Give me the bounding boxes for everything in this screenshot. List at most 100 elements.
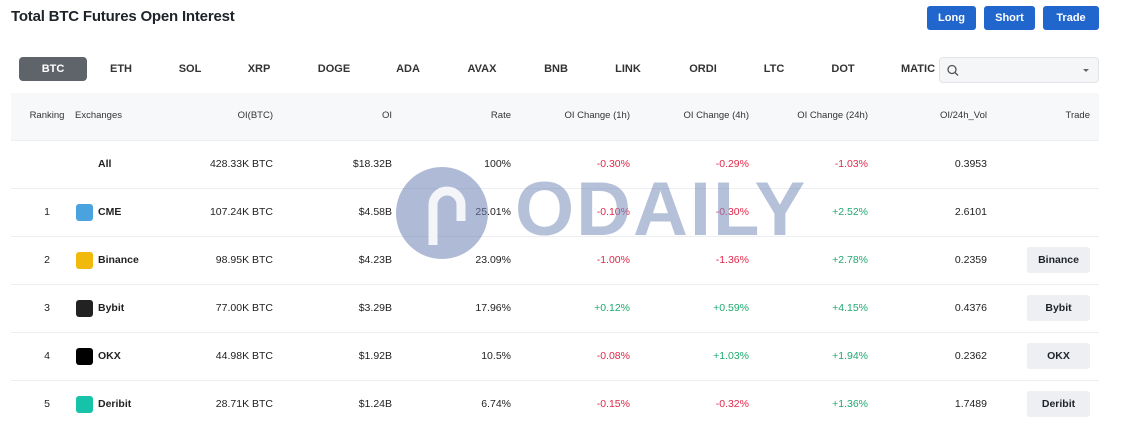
tab[interactable]: ADA xyxy=(396,63,420,75)
cell: 100% xyxy=(484,158,511,170)
tab[interactable]: SOL xyxy=(178,63,202,75)
column-header: OI xyxy=(381,110,392,121)
exchange-name: All xyxy=(98,158,112,170)
column-header: OI/24h_Vol xyxy=(939,110,987,121)
cell: -1.03% xyxy=(834,158,868,170)
cell: +1.36% xyxy=(832,398,868,410)
tab[interactable]: LTC xyxy=(763,63,785,75)
cell: +0.59% xyxy=(713,302,749,314)
cell: 4 xyxy=(44,350,50,362)
watermark: ODAILY xyxy=(515,167,808,252)
cell: 6.74% xyxy=(481,398,511,410)
row-divider xyxy=(11,332,1099,333)
tab[interactable]: AVAX xyxy=(467,63,497,75)
cell: 2.6101 xyxy=(954,206,987,218)
cell: -0.15% xyxy=(596,398,630,410)
cell: 428.33K BTC xyxy=(209,158,273,170)
cell: 3 xyxy=(44,302,50,314)
cell: 98.95K BTC xyxy=(215,254,273,266)
exchange-icon xyxy=(76,204,93,221)
column-header: OI Change (1h) xyxy=(564,110,630,121)
cell: 0.2362 xyxy=(954,350,987,362)
tab[interactable]: ORDI xyxy=(689,63,717,75)
cell: $1.92B xyxy=(358,350,392,362)
exchange-name: OKX xyxy=(98,350,121,362)
cell: -1.00% xyxy=(596,254,630,266)
header-button[interactable]: Trade xyxy=(1043,6,1099,30)
cell: 28.71K BTC xyxy=(215,398,273,410)
header-button[interactable]: Long xyxy=(927,6,976,30)
tab[interactable]: MATIC xyxy=(901,63,936,75)
cell: 0.4376 xyxy=(954,302,987,314)
trade-button[interactable]: OKX xyxy=(1027,343,1090,369)
cell: $4.23B xyxy=(358,254,392,266)
cell: 10.5% xyxy=(481,350,511,362)
cell: 1 xyxy=(44,206,50,218)
column-header: OI(BTC) xyxy=(237,110,273,121)
page-title: Total BTC Futures Open Interest xyxy=(11,8,235,25)
exchange-name: Deribit xyxy=(98,398,132,410)
tab[interactable]: BNB xyxy=(544,63,568,75)
watermark-logo xyxy=(396,167,488,259)
column-header: OI Change (4h) xyxy=(683,110,749,121)
trade-button[interactable]: Bybit xyxy=(1027,295,1090,321)
exchange-icon xyxy=(76,252,93,269)
cell: +1.94% xyxy=(832,350,868,362)
column-header: Exchanges xyxy=(75,110,123,121)
cell: 0.2359 xyxy=(954,254,987,266)
cell: -0.08% xyxy=(596,350,630,362)
header-button[interactable]: Short xyxy=(984,6,1035,30)
cell: +4.15% xyxy=(832,302,868,314)
column-header: OI Change (24h) xyxy=(797,110,868,121)
tab[interactable]: DOGE xyxy=(317,63,351,75)
exchange-icon xyxy=(76,300,93,317)
cell: 107.24K BTC xyxy=(209,206,273,218)
row-divider xyxy=(11,188,1099,189)
cell: -0.29% xyxy=(715,158,749,170)
cell: 17.96% xyxy=(475,302,511,314)
search-icons xyxy=(947,64,1089,76)
exchange-name: Bybit xyxy=(98,302,125,314)
exchange-name: CME xyxy=(98,206,122,218)
cell: +2.78% xyxy=(832,254,868,266)
row-divider xyxy=(11,140,1099,141)
cell: 5 xyxy=(44,398,50,410)
cell: -0.30% xyxy=(596,158,630,170)
table-header xyxy=(11,93,1099,140)
cell: 0.3953 xyxy=(954,158,987,170)
column-header: Ranking xyxy=(29,110,65,121)
cell: 2 xyxy=(44,254,50,266)
cell: +2.52% xyxy=(832,206,868,218)
trade-button[interactable]: Deribit xyxy=(1027,391,1090,417)
cell: -0.10% xyxy=(596,206,630,218)
cell: +0.12% xyxy=(594,302,630,314)
exchange-name: Binance xyxy=(98,254,139,266)
row-divider xyxy=(11,284,1099,285)
cell: 44.98K BTC xyxy=(215,350,273,362)
cell: $1.24B xyxy=(358,398,392,410)
exchange-icon xyxy=(76,396,93,413)
tab[interactable]: DOT xyxy=(831,63,855,75)
cell: 23.09% xyxy=(475,254,511,266)
tab[interactable]: XRP xyxy=(247,63,271,75)
column-header: Rate xyxy=(490,110,511,121)
cell: -0.32% xyxy=(715,398,749,410)
cell: 1.7489 xyxy=(954,398,987,410)
tab[interactable]: ETH xyxy=(110,63,132,75)
search-box[interactable] xyxy=(939,57,1099,83)
row-divider xyxy=(11,236,1099,237)
cell: 77.00K BTC xyxy=(215,302,273,314)
trade-button[interactable]: Binance xyxy=(1027,247,1090,273)
cell: $18.32B xyxy=(352,158,392,170)
cell: $4.58B xyxy=(358,206,392,218)
row-divider xyxy=(11,380,1099,381)
cell: -1.36% xyxy=(715,254,749,266)
cell: +1.03% xyxy=(713,350,749,362)
exchange-icon xyxy=(76,348,93,365)
cell: $3.29B xyxy=(358,302,392,314)
cell: -0.30% xyxy=(715,206,749,218)
tab[interactable]: BTC xyxy=(19,57,87,81)
column-header: Trade xyxy=(1065,110,1090,121)
tab[interactable]: LINK xyxy=(615,63,641,75)
